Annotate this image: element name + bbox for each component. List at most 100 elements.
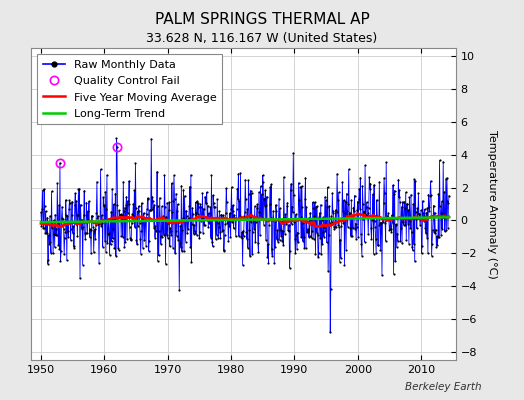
Point [243,206,252,212]
Point [166,225,174,231]
Point [418,250,426,256]
Point [231,216,239,223]
Point [170,196,179,202]
Point [439,158,447,165]
Point [413,214,422,221]
Point [219,227,227,233]
Point [384,215,392,221]
Point [278,238,287,244]
Point [335,258,344,265]
Point [148,206,156,212]
Point [287,186,295,193]
Point [193,211,202,217]
Point [51,232,60,239]
Point [106,217,114,224]
Point [42,230,51,236]
Point [357,231,365,238]
Point [108,186,116,192]
Point [248,229,257,236]
Point [145,238,154,244]
Point [172,190,180,197]
Point [435,157,444,164]
Point [260,202,269,209]
Point [433,233,441,240]
Point [390,187,399,194]
Point [291,250,300,256]
Point [364,231,373,238]
Point [60,235,69,241]
Point [91,226,99,232]
Point [252,214,260,220]
Point [156,216,165,223]
Point [178,248,186,254]
Point [108,235,117,242]
Point [152,228,160,234]
Point [283,203,291,209]
Point [445,192,453,199]
Point [403,220,412,227]
Point [97,212,106,219]
Point [188,220,196,227]
Point [312,204,320,210]
Point [101,238,109,244]
Point [343,224,352,230]
Point [336,255,345,261]
Point [144,196,152,202]
Point [212,236,220,242]
Point [104,231,112,237]
Point [209,192,217,198]
Point [176,239,184,246]
Point [69,230,77,236]
Point [328,218,336,225]
Point [81,236,90,243]
Point [201,200,210,206]
Point [362,212,370,218]
Point [205,220,214,226]
Point [309,205,318,211]
Point [89,224,97,230]
Point [385,217,393,224]
Point [390,191,398,197]
Point [140,237,149,243]
Point [135,208,144,214]
Point [160,232,168,238]
Point [298,183,306,189]
Point [116,211,125,218]
Point [212,215,221,222]
Point [225,223,234,229]
Point [80,188,89,194]
Point [98,220,106,226]
Point [290,192,298,198]
Point [278,218,286,224]
Point [417,207,425,213]
Point [218,228,226,234]
Point [402,201,411,207]
Point [398,199,407,205]
Point [83,230,92,237]
Point [261,187,269,193]
Point [200,222,209,228]
Point [377,220,385,226]
Point [198,190,206,196]
Point [215,208,224,214]
Point [377,220,386,226]
Point [196,201,204,208]
Point [293,246,301,252]
Point [397,225,405,232]
Point [136,220,144,226]
Point [253,201,261,208]
Point [206,204,215,211]
Point [125,178,133,184]
Point [66,199,74,206]
Point [424,250,432,256]
Point [168,209,177,215]
Point [419,210,428,216]
Point [219,212,227,218]
Point [428,253,436,259]
Point [118,212,126,218]
Point [165,199,173,206]
Point [183,230,191,236]
Point [226,234,235,241]
Point [114,247,123,253]
Point [226,210,234,216]
